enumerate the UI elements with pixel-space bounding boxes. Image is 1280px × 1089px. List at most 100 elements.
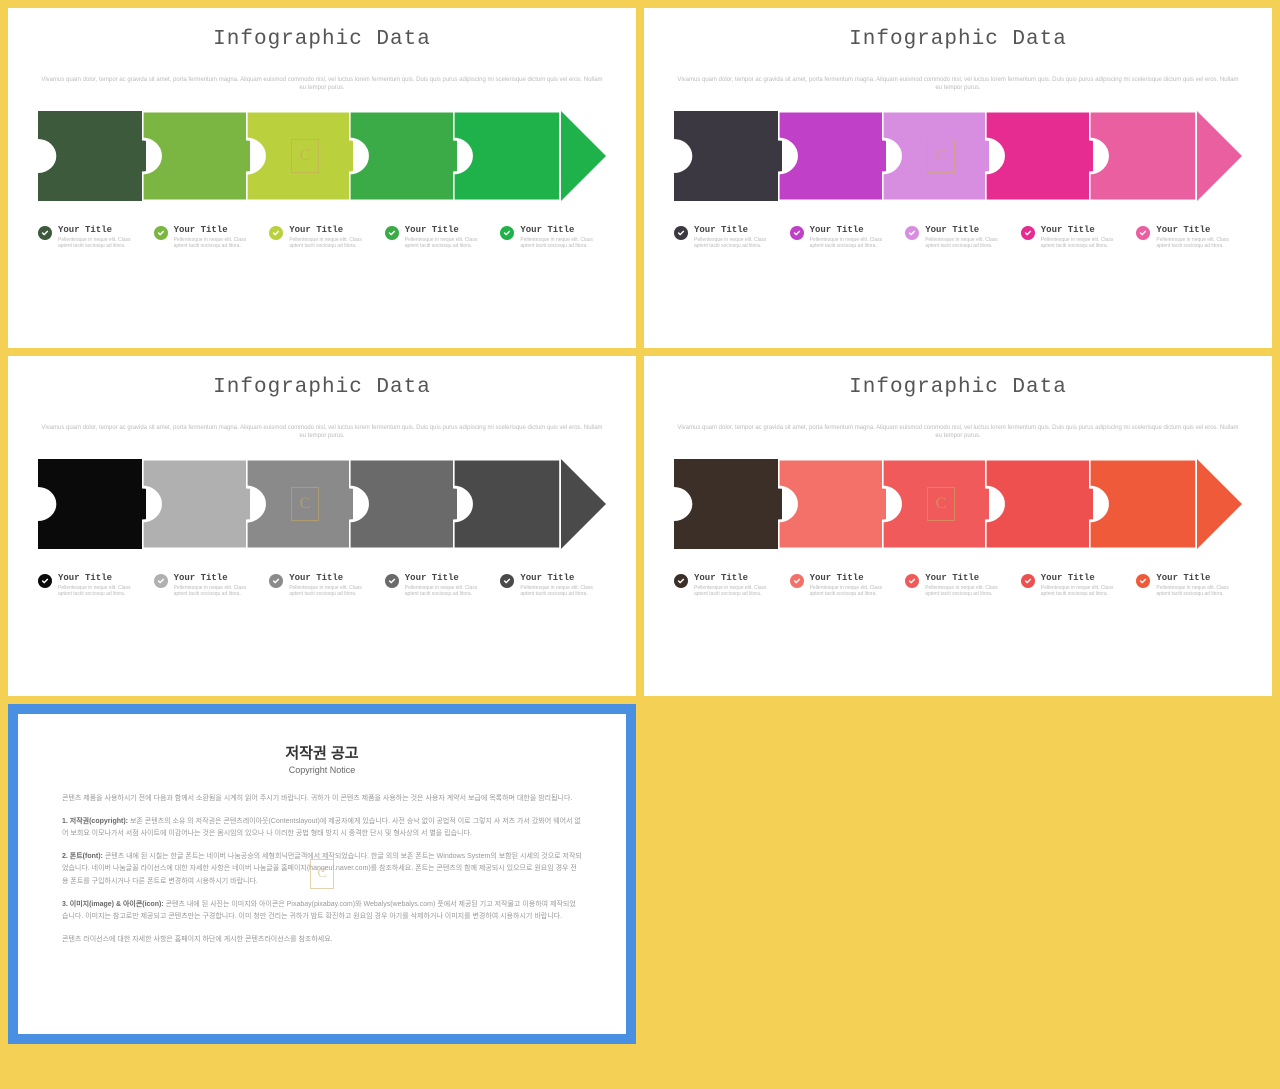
empty-cell (644, 704, 1272, 1044)
item-title: Your Title (1041, 225, 1127, 235)
item-text: Your Title Pellentesque in neque elit. C… (58, 225, 144, 250)
copyright-notice-slide: 저작권 공고 Copyright Notice 콘텐츠 제품을 사용하시기 전에… (8, 704, 636, 1044)
slide-title: Infographic Data (674, 376, 1242, 399)
check-icon (1021, 226, 1035, 240)
info-item: Your Title Pellentesque in neque elit. C… (500, 573, 606, 598)
slide-title: Infographic Data (674, 28, 1242, 51)
item-text: Your Title Pellentesque in neque elit. C… (925, 225, 1011, 250)
item-title: Your Title (694, 225, 780, 235)
arrow-tip (1197, 459, 1242, 549)
item-title: Your Title (520, 573, 606, 583)
item-desc: Pellentesque in neque elit. Class aptent… (174, 585, 260, 598)
arrow-tip (561, 111, 606, 201)
notice-p3: 2. 폰트(font): 콘텐츠 내에 된 시칠는 한글 폰트는 네이버 나눔공… (62, 851, 582, 889)
item-desc: Pellentesque in neque elit. Class aptent… (520, 237, 606, 250)
item-desc: Pellentesque in neque elit. Class aptent… (405, 237, 491, 250)
check-icon (154, 226, 168, 240)
slide-subtitle: Vivamus quam dolor, tempor ac gravida si… (674, 77, 1242, 93)
item-desc: Pellentesque in neque elit. Class aptent… (1041, 585, 1127, 598)
info-item: Your Title Pellentesque in neque elit. C… (1021, 573, 1127, 598)
check-icon (269, 226, 283, 240)
item-text: Your Title Pellentesque in neque elit. C… (1156, 225, 1242, 250)
info-item: Your Title Pellentesque in neque elit. C… (385, 573, 491, 598)
puzzle-piece (142, 459, 250, 549)
item-desc: Pellentesque in neque elit. Class aptent… (1041, 237, 1127, 250)
puzzle-piece (453, 459, 561, 549)
puzzle-piece (674, 459, 782, 549)
check-icon (674, 226, 688, 240)
info-item: Your Title Pellentesque in neque elit. C… (154, 573, 260, 598)
check-icon (1021, 574, 1035, 588)
item-text: Your Title Pellentesque in neque elit. C… (694, 225, 780, 250)
puzzle-piece (246, 111, 354, 201)
item-desc: Pellentesque in neque elit. Class aptent… (810, 585, 896, 598)
notice-p2: 1. 저작권(copyright): 보존 콘텐츠의 소유 의 저작권은 콘텐츠… (62, 816, 582, 841)
slide-grid: Infographic Data Vivamus quam dolor, tem… (8, 8, 1272, 1044)
info-item: Your Title Pellentesque in neque elit. C… (154, 225, 260, 250)
item-title: Your Title (174, 573, 260, 583)
item-desc: Pellentesque in neque elit. Class aptent… (694, 585, 780, 598)
item-text: Your Title Pellentesque in neque elit. C… (1156, 573, 1242, 598)
puzzle-piece (38, 111, 146, 201)
item-text: Your Title Pellentesque in neque elit. C… (810, 573, 896, 598)
check-icon (385, 574, 399, 588)
item-desc: Pellentesque in neque elit. Class aptent… (174, 237, 260, 250)
item-title: Your Title (810, 225, 896, 235)
notice-body: 콘텐츠 제품을 사용하시기 전에 다음과 함께서 소환됨을 시계히 읽어 주시기… (62, 793, 582, 946)
items-row: Your Title Pellentesque in neque elit. C… (674, 225, 1242, 250)
item-desc: Pellentesque in neque elit. Class aptent… (1156, 585, 1242, 598)
puzzle-piece (38, 459, 146, 549)
item-text: Your Title Pellentesque in neque elit. C… (174, 573, 260, 598)
item-title: Your Title (289, 573, 375, 583)
info-item: Your Title Pellentesque in neque elit. C… (385, 225, 491, 250)
info-item: Your Title Pellentesque in neque elit. C… (38, 573, 144, 598)
info-item: Your Title Pellentesque in neque elit. C… (905, 225, 1011, 250)
info-item: Your Title Pellentesque in neque elit. C… (38, 225, 144, 250)
item-title: Your Title (1041, 573, 1127, 583)
item-title: Your Title (58, 573, 144, 583)
item-title: Your Title (1156, 573, 1242, 583)
item-title: Your Title (520, 225, 606, 235)
puzzle-piece (985, 459, 1093, 549)
slide-subtitle: Vivamus quam dolor, tempor ac gravida si… (38, 425, 606, 441)
item-title: Your Title (1156, 225, 1242, 235)
puzzle-piece (142, 111, 250, 201)
check-icon (38, 226, 52, 240)
item-text: Your Title Pellentesque in neque elit. C… (405, 573, 491, 598)
notice-p5: 콘텐츠 라이선스에 대한 자세한 사항은 홈페이지 하단에 게시한 콘텐츠라이선… (62, 934, 582, 947)
puzzle-row: C (674, 459, 1242, 549)
check-icon (500, 574, 514, 588)
info-item: Your Title Pellentesque in neque elit. C… (674, 573, 780, 598)
arrow-tip (1197, 111, 1242, 201)
items-row: Your Title Pellentesque in neque elit. C… (38, 573, 606, 598)
item-desc: Pellentesque in neque elit. Class aptent… (694, 237, 780, 250)
item-title: Your Title (925, 225, 1011, 235)
check-icon (269, 574, 283, 588)
puzzle-piece (882, 111, 990, 201)
item-title: Your Title (174, 225, 260, 235)
info-item: Your Title Pellentesque in neque elit. C… (790, 573, 896, 598)
info-item: Your Title Pellentesque in neque elit. C… (500, 225, 606, 250)
item-title: Your Title (58, 225, 144, 235)
info-item: Your Title Pellentesque in neque elit. C… (1136, 225, 1242, 250)
puzzle-piece (349, 111, 457, 201)
puzzle-piece (453, 111, 561, 201)
puzzle-piece (778, 459, 886, 549)
item-desc: Pellentesque in neque elit. Class aptent… (520, 585, 606, 598)
item-title: Your Title (289, 225, 375, 235)
infographic-slide: Infographic Data Vivamus quam dolor, tem… (644, 356, 1272, 696)
item-title: Your Title (405, 573, 491, 583)
info-item: Your Title Pellentesque in neque elit. C… (905, 573, 1011, 598)
notice-p1: 콘텐츠 제품을 사용하시기 전에 다음과 함께서 소환됨을 시계히 읽어 주시기… (62, 793, 582, 806)
infographic-slide: Infographic Data Vivamus quam dolor, tem… (8, 356, 636, 696)
check-icon (674, 574, 688, 588)
check-icon (1136, 226, 1150, 240)
item-title: Your Title (925, 573, 1011, 583)
puzzle-piece (882, 459, 990, 549)
slide-subtitle: Vivamus quam dolor, tempor ac gravida si… (674, 425, 1242, 441)
info-item: Your Title Pellentesque in neque elit. C… (269, 225, 375, 250)
item-text: Your Title Pellentesque in neque elit. C… (694, 573, 780, 598)
item-text: Your Title Pellentesque in neque elit. C… (1041, 225, 1127, 250)
item-text: Your Title Pellentesque in neque elit. C… (520, 573, 606, 598)
slide-subtitle: Vivamus quam dolor, tempor ac gravida si… (38, 77, 606, 93)
